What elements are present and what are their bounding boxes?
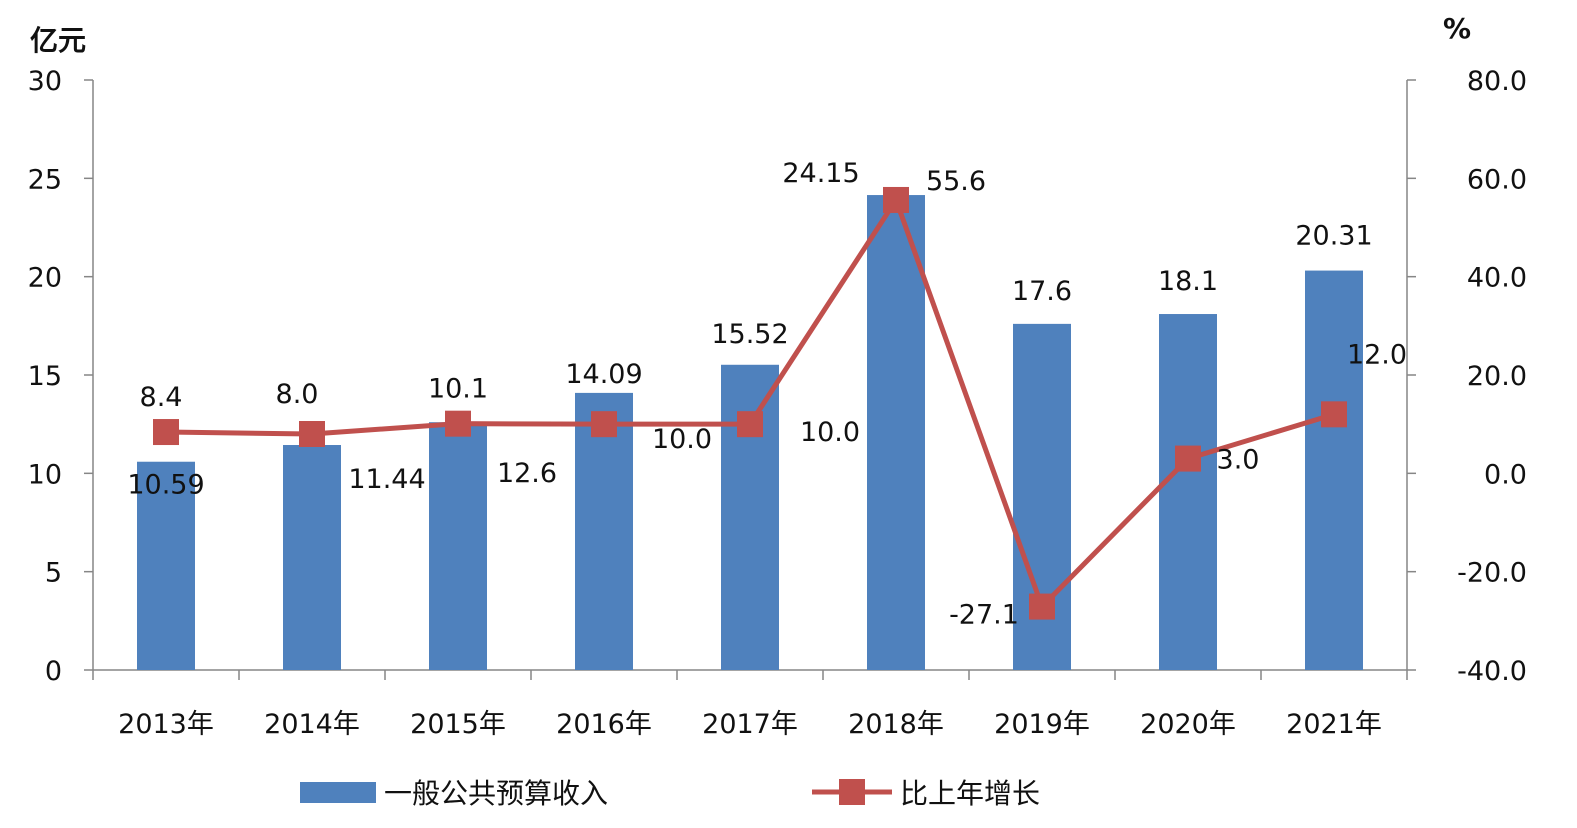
left-tick-label: 5 [45, 558, 62, 589]
right-tick-label: 60.0 [1467, 164, 1527, 195]
line-marker [153, 419, 179, 446]
legend: 一般公共预算收入 比上年增长 [300, 777, 1040, 810]
right-tick-label: 40.0 [1467, 263, 1527, 294]
left-axis-unit: 亿元 [30, 24, 86, 57]
bar-value-label: 14.09 [565, 359, 642, 390]
line-series [153, 186, 1347, 620]
right-tick-label: 80.0 [1467, 66, 1527, 97]
line-marker [1029, 593, 1055, 620]
right-tick-label: 20.0 [1467, 361, 1527, 392]
line-marker [737, 411, 763, 438]
x-tick-label: 2016年 [556, 709, 652, 740]
bar [867, 195, 925, 671]
left-tick-label: 10 [28, 459, 62, 490]
line-marker [883, 186, 909, 213]
data-labels: 10.59 11.44 12.6 14.09 15.52 24.15 17.6 18.1 20.… [127, 158, 1407, 631]
x-tick-label: 2019年 [994, 709, 1090, 740]
legend-line-label: 比上年增长 [900, 777, 1040, 810]
legend-bar-label: 一般公共预算收入 [384, 777, 608, 810]
bar-value-label: 24.15 [782, 158, 859, 189]
bar [1159, 314, 1217, 670]
line-marker [445, 410, 471, 437]
x-tick-label: 2015年 [410, 709, 506, 740]
x-tick-label: 2018年 [848, 709, 944, 740]
bar-value-label: 10.59 [127, 470, 204, 501]
bar-value-label: 11.44 [348, 464, 425, 495]
right-tick-label: -20.0 [1457, 558, 1527, 589]
axes: 亿元 % 0 5 10 15 20 25 30 -40.0 -20.0 0.0 20.0 40.0 60… [28, 12, 1527, 740]
line-value-label: -27.1 [949, 600, 1019, 631]
line-marker [1175, 445, 1201, 472]
line-value-label: 10.1 [428, 374, 488, 405]
x-tick-label: 2020年 [1140, 709, 1236, 740]
line-value-label: 10.0 [800, 417, 860, 448]
x-tick-label: 2021年 [1286, 709, 1382, 740]
line-value-label: 8.4 [140, 382, 183, 413]
legend-bar-swatch [300, 782, 376, 803]
left-tick-label: 30 [28, 66, 62, 97]
bar [575, 392, 633, 670]
right-tick-label: -40.0 [1457, 656, 1527, 687]
x-tick-label: 2014年 [264, 709, 360, 740]
line-marker [299, 421, 325, 447]
bar [1305, 270, 1363, 670]
left-tick-label: 25 [28, 164, 62, 195]
bar [283, 445, 341, 670]
bar [429, 422, 487, 670]
line-value-label: 55.6 [926, 166, 986, 197]
left-tick-label: 0 [45, 656, 62, 687]
left-tick-label: 20 [28, 263, 62, 294]
bar-value-label: 20.31 [1295, 221, 1372, 252]
bar [137, 461, 195, 670]
line-value-label: 10.0 [652, 424, 712, 455]
bar-value-label: 12.6 [497, 458, 557, 489]
left-tick-label: 15 [28, 361, 62, 392]
right-tick-label: 0.0 [1484, 459, 1527, 490]
bar-value-label: 15.52 [711, 319, 788, 350]
line-value-label: 3.0 [1217, 445, 1260, 476]
line-value-label: 8.0 [276, 379, 319, 410]
bar-value-label: 18.1 [1158, 266, 1218, 297]
line-marker [591, 411, 617, 438]
line-marker [1321, 401, 1347, 428]
x-tick-label: 2013年 [118, 709, 214, 740]
bar-value-label: 17.6 [1012, 276, 1072, 307]
line-value-label: 12.0 [1347, 339, 1407, 370]
bar [721, 364, 779, 670]
x-tick-label: 2017年 [702, 709, 798, 740]
legend-line-marker [839, 779, 865, 805]
right-axis-unit: % [1443, 12, 1471, 45]
